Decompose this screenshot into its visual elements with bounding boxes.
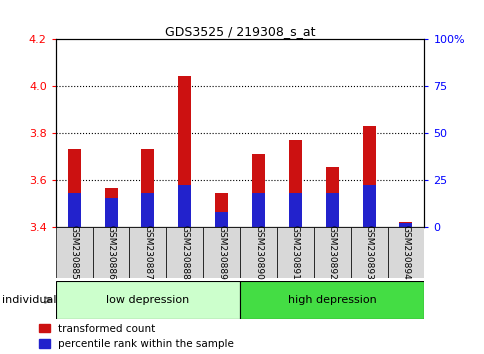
Bar (288, 140, 301, 227)
FancyBboxPatch shape (56, 281, 240, 319)
Bar (105, 188, 117, 227)
FancyBboxPatch shape (350, 227, 387, 278)
Bar (178, 185, 191, 227)
Text: GSM230893: GSM230893 (364, 225, 373, 280)
FancyBboxPatch shape (56, 227, 92, 278)
Text: GSM230892: GSM230892 (327, 225, 336, 280)
FancyBboxPatch shape (240, 281, 424, 319)
Bar (178, 76, 191, 227)
Text: GSM230885: GSM230885 (70, 225, 78, 280)
Text: GSM230891: GSM230891 (290, 225, 299, 280)
Bar (141, 193, 154, 227)
FancyBboxPatch shape (203, 227, 240, 278)
FancyBboxPatch shape (313, 227, 350, 278)
Text: GSM230886: GSM230886 (106, 225, 115, 280)
Bar (325, 193, 338, 227)
FancyBboxPatch shape (166, 227, 203, 278)
Text: GSM230894: GSM230894 (401, 225, 409, 280)
Text: GSM230890: GSM230890 (254, 225, 262, 280)
Text: high depression: high depression (287, 295, 376, 305)
Bar (68, 193, 80, 227)
Text: individual: individual (2, 295, 57, 305)
FancyBboxPatch shape (276, 227, 313, 278)
Title: GDS3525 / 219308_s_at: GDS3525 / 219308_s_at (165, 25, 315, 38)
Legend: transformed count, percentile rank within the sample: transformed count, percentile rank withi… (39, 324, 233, 349)
Bar (141, 149, 154, 227)
Text: GSM230887: GSM230887 (143, 225, 152, 280)
Bar (399, 223, 411, 227)
FancyBboxPatch shape (92, 227, 129, 278)
Bar (362, 126, 375, 227)
Bar (252, 154, 264, 227)
Bar (399, 222, 411, 227)
FancyBboxPatch shape (240, 227, 276, 278)
Bar (362, 185, 375, 227)
Bar (288, 193, 301, 227)
Bar (68, 149, 80, 227)
Text: low depression: low depression (106, 295, 189, 305)
Bar (215, 193, 227, 227)
FancyBboxPatch shape (387, 227, 424, 278)
Bar (215, 212, 227, 227)
Bar (105, 198, 117, 227)
Bar (325, 167, 338, 227)
FancyBboxPatch shape (129, 227, 166, 278)
Text: GSM230888: GSM230888 (180, 225, 189, 280)
Text: GSM230889: GSM230889 (217, 225, 226, 280)
Bar (252, 193, 264, 227)
